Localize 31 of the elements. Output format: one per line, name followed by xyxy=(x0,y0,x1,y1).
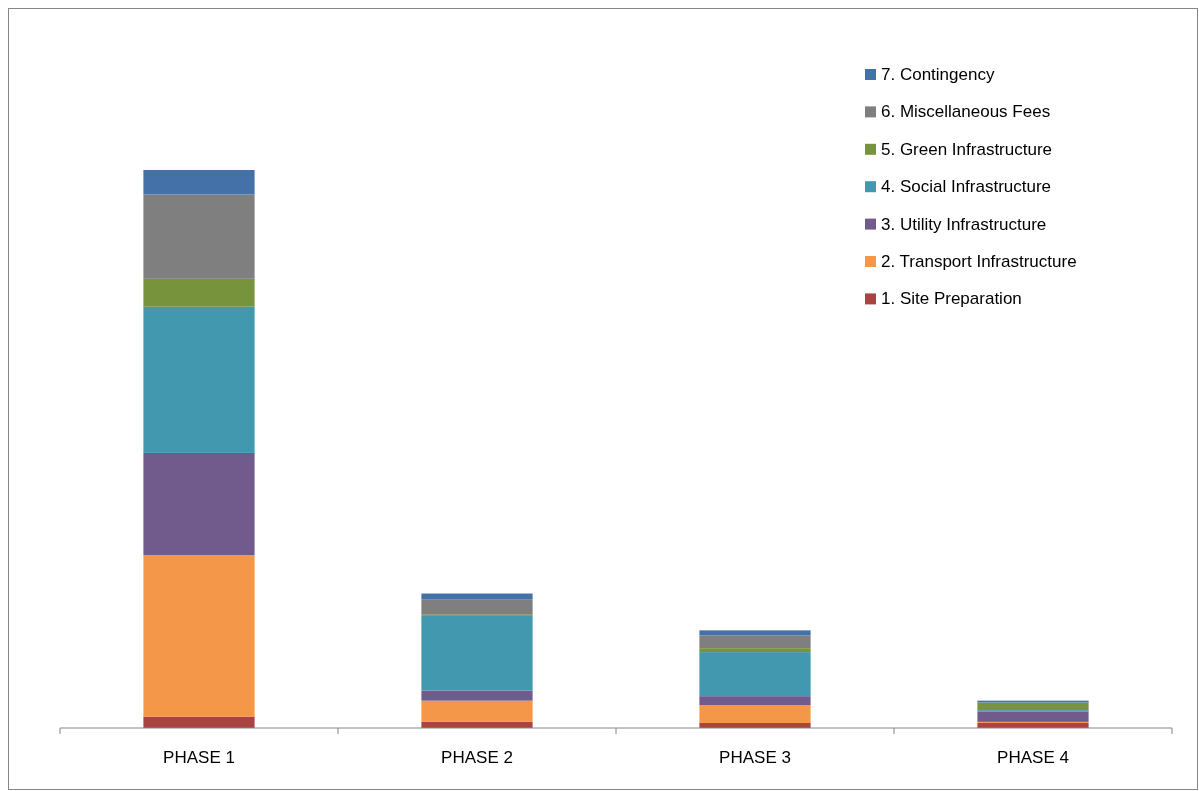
bar xyxy=(143,555,255,717)
bar xyxy=(143,278,255,307)
bar xyxy=(421,690,533,701)
bar xyxy=(699,648,811,653)
legend-label: 3. Utility Infrastructure xyxy=(881,214,1047,234)
bar xyxy=(699,696,811,706)
bar xyxy=(977,711,1089,722)
bar xyxy=(977,702,1089,711)
legend-label: 2. Transport Infrastructure xyxy=(881,252,1077,271)
bar xyxy=(143,194,255,279)
bar xyxy=(143,170,255,195)
bar xyxy=(421,615,533,691)
bar xyxy=(421,593,533,600)
bar xyxy=(699,705,811,723)
bar xyxy=(699,635,811,649)
legend-label: 4. Social Infrastructure xyxy=(881,177,1052,197)
bar xyxy=(421,599,533,615)
bar xyxy=(699,652,811,697)
bar xyxy=(143,452,255,556)
legend-label: 6. Miscellaneous Fees xyxy=(881,102,1051,122)
legend-label: 5. Green Infrastructure xyxy=(881,139,1053,159)
x-tick-label: PHASE 2 xyxy=(441,748,513,767)
legend-label: 7. Contingency xyxy=(881,65,995,84)
legend-label: 1. Site Preparation xyxy=(881,289,1022,309)
bar xyxy=(143,306,255,453)
x-tick-label: PHASE 1 xyxy=(163,748,235,767)
bar xyxy=(699,630,811,636)
bar xyxy=(143,716,255,728)
x-tick-label: PHASE 3 xyxy=(719,748,791,767)
bar xyxy=(421,700,533,722)
x-tick-label: PHASE 4 xyxy=(997,748,1069,767)
